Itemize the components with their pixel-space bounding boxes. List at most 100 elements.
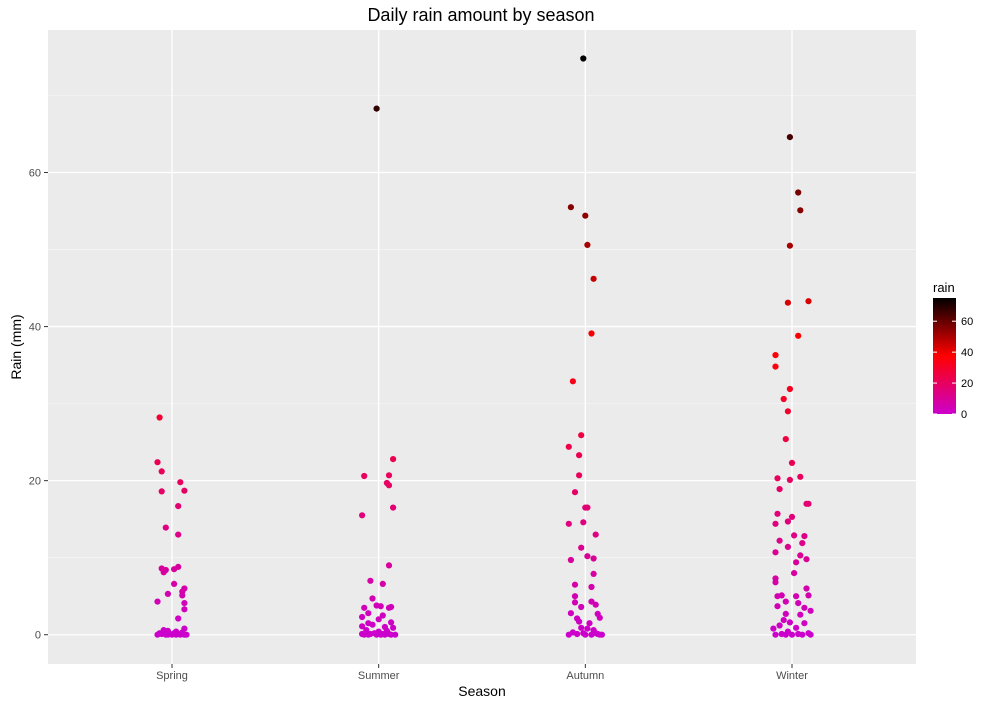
data-point [179,592,186,599]
y-tick-label: 20 [29,476,41,488]
data-point [588,330,595,337]
data-point [776,486,783,493]
y-axis-ticks: 0 20 40 60 [29,168,48,642]
data-point [369,621,376,628]
data-point [795,600,802,607]
data-point [567,556,575,564]
data-point [359,512,366,519]
data-point [582,212,589,219]
data-point [793,624,800,631]
data-point [782,631,789,638]
legend-ticks: 0 20 40 60 [933,316,973,421]
x-axis-ticks: Spring Summer Autumn Winter [156,664,808,682]
data-point [369,595,376,602]
data-point [786,619,794,626]
data-point [797,552,804,559]
data-point [160,569,167,576]
data-point [565,443,572,450]
data-point [772,352,779,359]
data-point [576,452,583,459]
data-point [784,408,792,415]
legend-tick-label: 0 [961,409,967,421]
data-point [359,623,366,630]
data-point [807,607,814,614]
data-point [390,504,397,511]
data-point [788,631,796,638]
data-point [578,603,585,611]
legend-title: rain [933,280,955,295]
data-point [359,613,366,621]
plot-panel [48,30,916,664]
data-point [596,614,603,621]
y-tick-label: 0 [35,630,41,642]
data-point [596,631,603,638]
legend-tick-label: 40 [961,347,973,359]
data-point [803,556,810,563]
data-point [361,604,368,611]
data-point [795,332,802,339]
data-point [181,606,188,613]
data-point [385,472,393,479]
data-point [590,275,597,282]
legend-tick-label: 60 [961,316,973,328]
data-point [158,488,165,495]
data-point [774,593,781,600]
data-point [580,55,587,62]
data-point [385,562,393,569]
data-point [576,472,583,479]
data-point [791,532,798,539]
data-point [797,473,804,480]
data-point [797,207,804,214]
data-point [801,604,808,611]
data-point [576,618,583,625]
legend-tick-label: 20 [961,378,973,390]
data-point [578,432,585,439]
data-point [805,592,812,599]
data-point [183,631,190,638]
data-point [784,518,792,525]
data-point [803,585,810,592]
data-point [365,610,372,617]
data-point [375,616,382,623]
data-point [392,631,399,638]
x-tick-label: Autumn [566,670,604,682]
data-point [799,631,806,638]
data-point [580,519,587,526]
data-point [181,600,188,607]
data-point [175,531,182,538]
data-point [385,604,393,611]
data-point [177,479,184,486]
data-point [799,540,806,547]
data-point [361,472,368,480]
data-point [569,378,577,385]
data-point [784,543,792,551]
data-point [571,581,579,588]
data-point [154,598,161,605]
x-axis-title: Season [458,683,505,699]
data-points [154,55,814,638]
data-point [586,620,593,627]
chart-title: Daily rain amount by season [367,5,594,25]
data-point [154,631,161,638]
data-point [588,631,595,638]
data-point [590,555,597,562]
data-point [565,520,572,527]
data-point [793,559,800,566]
color-legend: rain 0 20 40 60 [933,280,973,421]
x-tick-label: Summer [358,670,400,682]
data-point [786,242,794,249]
data-point [776,537,783,544]
data-point [571,489,579,496]
data-point [592,601,599,608]
data-point [782,436,789,443]
data-point [801,533,808,540]
data-point [588,583,595,591]
data-point [807,631,814,638]
data-point [584,241,591,248]
data-point [786,476,794,483]
data-point [788,513,796,521]
data-point [780,617,787,624]
data-point [154,459,161,466]
data-point [795,189,802,196]
